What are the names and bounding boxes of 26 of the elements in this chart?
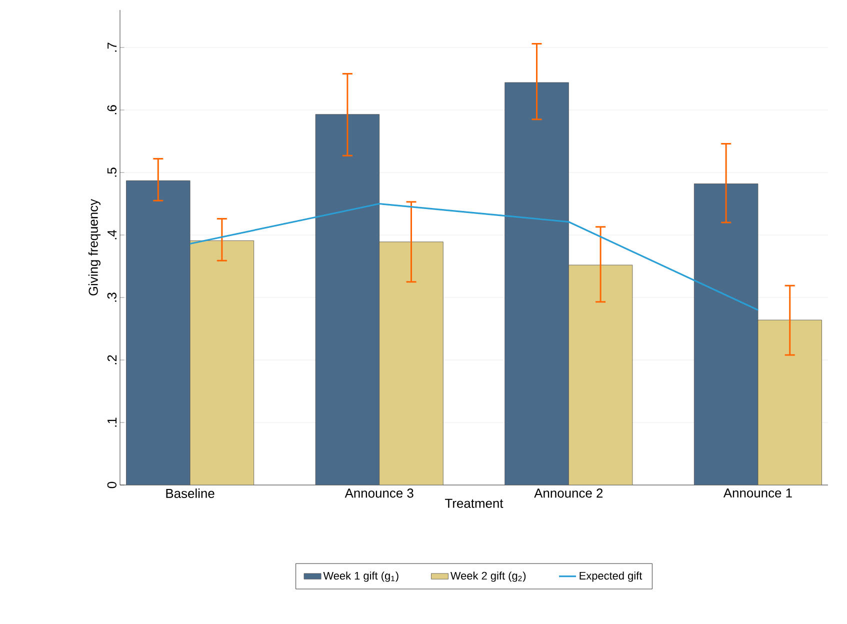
bar <box>190 240 254 485</box>
line-series <box>189 202 759 311</box>
y-tick-label: 0 <box>107 482 116 488</box>
bar <box>758 320 822 485</box>
bar <box>504 82 569 485</box>
y-tick-label: .7 <box>108 42 116 52</box>
y-tick-label: .2 <box>107 355 116 364</box>
legend-label: Expected gift <box>580 572 642 582</box>
y-tick-label: .5 <box>107 168 116 177</box>
bar <box>379 242 444 485</box>
x-tick-label: Announce 3 <box>344 488 414 498</box>
bar <box>694 184 758 485</box>
bar <box>315 114 380 485</box>
x-tick-label: Baseline <box>166 488 214 498</box>
legend-label: Week 1 gift (g$_{1}$) <box>323 572 398 582</box>
x-axis-title: Treatment <box>445 498 504 508</box>
y-tick-label: .4 <box>108 230 116 240</box>
y-axis-title: Giving frequency <box>88 198 100 296</box>
x-tick-label: Announce 1 <box>723 488 792 498</box>
bar <box>568 264 633 485</box>
x-tick-label: Announce 2 <box>534 488 603 498</box>
bar <box>126 180 190 485</box>
y-tick-label: .6 <box>107 105 116 114</box>
y-tick-label: .3 <box>107 292 116 302</box>
y-tick-label: .1 <box>108 418 116 427</box>
legend-label: Week 2 gift (g$_{2}$) <box>450 572 526 582</box>
